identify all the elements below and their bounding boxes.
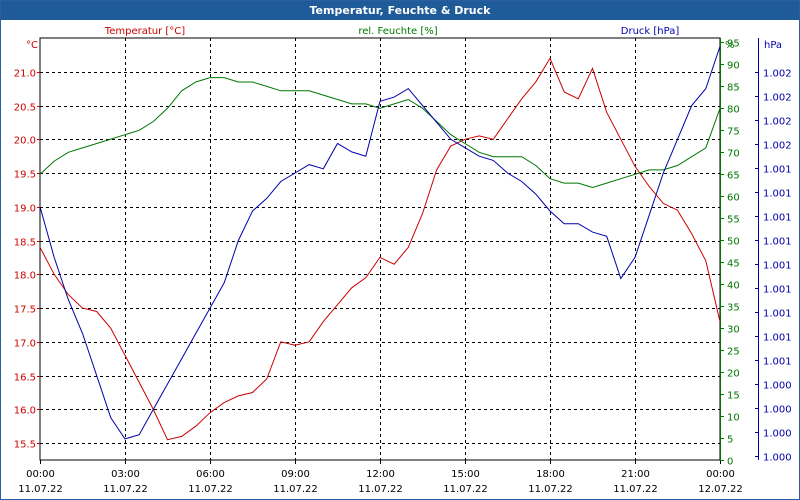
pressure-tick-label: 1.001 [763, 285, 792, 296]
humidity-tick-label: 80 [727, 105, 740, 116]
pressure-tick-label: 1.001 [763, 357, 792, 368]
humidity-tick-label: 85 [727, 83, 740, 94]
temperature-tick-label: 16.5 [14, 373, 36, 384]
x-tick-time: 15:00 [451, 469, 480, 480]
x-tick-time: 18:00 [536, 469, 565, 480]
pressure-tick-label: 1.002 [763, 117, 792, 128]
humidity-tick-label: 95 [727, 39, 740, 50]
series-line-humidity [39, 77, 721, 189]
x-tick-date: 11.07.22 [528, 484, 573, 495]
humidity-tick-label: 70 [727, 149, 740, 160]
pressure-tick-label: 1.000 [763, 405, 792, 416]
humidity-unit-label: % [725, 40, 735, 51]
humidity-tick-label: 65 [727, 171, 740, 182]
pressure-tick-label: 1.001 [763, 309, 792, 320]
humidity-tick-label: 25 [727, 347, 740, 358]
temperature-tick-label: 19.0 [14, 204, 36, 215]
window-title: Temperatur, Feuchte & Druck [1, 1, 799, 20]
temperature-tick-label: 17.5 [14, 305, 36, 316]
temperature-tick-label: 21.0 [14, 69, 36, 80]
temperature-tick-label: 16.0 [14, 406, 36, 417]
humidity-tick-label: 75 [727, 127, 740, 138]
pressure-tick-label: 1.001 [763, 165, 792, 176]
x-tick-date: 11.07.22 [358, 484, 403, 495]
temperature-unit-label: °C [26, 40, 38, 51]
humidity-tick-label: 0 [727, 457, 733, 468]
humidity-tick-label: 50 [727, 237, 740, 248]
x-tick-time: 00:00 [26, 469, 55, 480]
temperature-tick-label: 18.5 [14, 238, 36, 249]
x-tick-time: 09:00 [281, 469, 310, 480]
pressure-unit-label: hPa [764, 40, 782, 51]
x-tick-time: 21:00 [621, 469, 650, 480]
legend-temperature: Temperatur [°C] [104, 26, 185, 37]
pressure-tick-label: 1.001 [763, 213, 792, 224]
pressure-tick-label: 1.001 [763, 189, 792, 200]
x-tick-time: 00:00 [706, 469, 735, 480]
humidity-tick-label: 10 [727, 413, 740, 424]
pressure-tick-label: 1.001 [763, 333, 792, 344]
temperature-tick-label: 20.5 [14, 103, 36, 114]
x-tick-date: 11.07.22 [18, 484, 63, 495]
humidity-tick-label: 45 [727, 259, 740, 270]
temperature-tick-label: 19.5 [14, 170, 36, 181]
x-tick-date: 12.07.22 [698, 484, 743, 495]
x-tick-date: 11.07.22 [188, 484, 233, 495]
x-tick-time: 06:00 [196, 469, 225, 480]
humidity-tick-label: 5 [727, 435, 733, 446]
humidity-tick-label: 30 [727, 325, 740, 336]
temperature-tick-label: 20.0 [14, 136, 36, 147]
temperature-tick-label: 17.0 [14, 339, 36, 350]
x-tick-time: 12:00 [366, 469, 395, 480]
pressure-tick-label: 1.002 [763, 93, 792, 104]
humidity-tick-label: 15 [727, 391, 740, 402]
humidity-tick-label: 90 [727, 61, 740, 72]
temperature-tick-label: 18.0 [14, 271, 36, 282]
humidity-tick-label: 55 [727, 215, 740, 226]
pressure-tick-label: 1.001 [763, 261, 792, 272]
pressure-tick-label: 1.002 [763, 69, 792, 80]
pressure-tick-label: 1.000 [763, 429, 792, 440]
x-tick-date: 11.07.22 [273, 484, 318, 495]
pressure-tick-label: 1.000 [763, 453, 792, 464]
legend-humidity: rel. Feuchte [%] [358, 26, 437, 37]
humidity-tick-label: 20 [727, 369, 740, 380]
temperature-tick-label: 15.5 [14, 440, 36, 451]
humidity-tick-label: 35 [727, 303, 740, 314]
x-tick-date: 11.07.22 [103, 484, 148, 495]
pressure-tick-label: 1.002 [763, 141, 792, 152]
x-tick-date: 11.07.22 [443, 484, 488, 495]
x-tick-time: 03:00 [111, 469, 140, 480]
x-tick-date: 11.07.22 [613, 484, 658, 495]
legend-pressure: Druck [hPa] [621, 26, 680, 37]
pressure-tick-label: 1.001 [763, 237, 792, 248]
humidity-tick-label: 60 [727, 193, 740, 204]
humidity-tick-label: 40 [727, 281, 740, 292]
series-line-pressure [39, 46, 721, 440]
pressure-tick-label: 1.000 [763, 381, 792, 392]
